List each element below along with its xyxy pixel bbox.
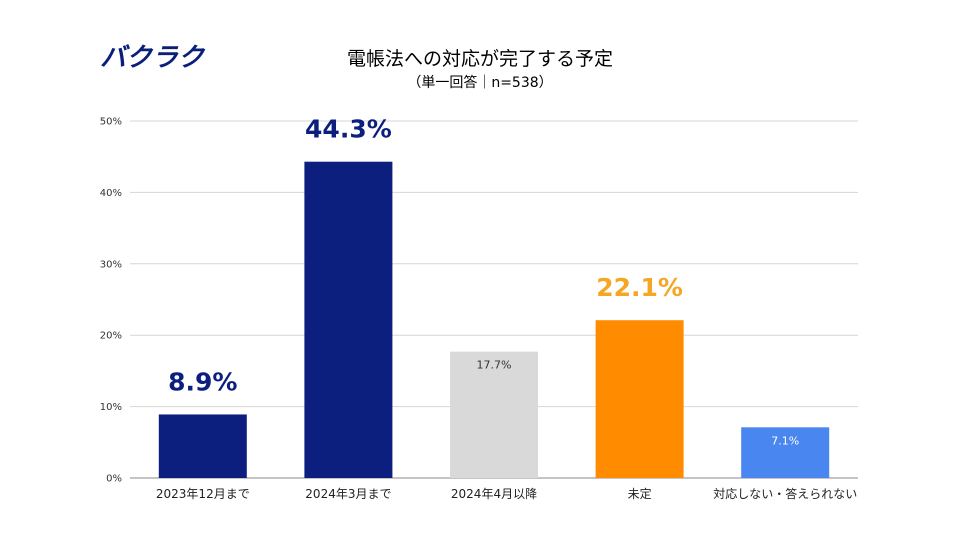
- y-tick-label: 0%: [106, 474, 122, 485]
- y-tick-label: 10%: [100, 402, 122, 413]
- data-label: 8.9%: [168, 367, 237, 396]
- x-tick-label: 対応しない・答えられない: [713, 486, 857, 501]
- bakuraku-logo: バクラク: [100, 43, 206, 70]
- y-tick-label: 40%: [100, 188, 122, 199]
- x-tick-label: 2024年3月まで: [305, 487, 391, 501]
- bar: [304, 161, 393, 478]
- data-label: 17.7%: [477, 359, 512, 372]
- bar: [450, 351, 538, 478]
- x-tick-label: 2023年12月まで: [156, 487, 250, 501]
- data-label: 44.3%: [305, 115, 392, 144]
- y-tick-label: 30%: [100, 259, 122, 270]
- chart-title: 電帳法への対応が完了する予定: [346, 48, 613, 70]
- logo-text: バクラク: [100, 43, 206, 70]
- y-tick-label: 20%: [100, 331, 122, 342]
- x-tick-label: 2024年4月以降: [451, 487, 537, 501]
- data-label: 7.1%: [771, 434, 799, 447]
- x-tick-label: 未定: [628, 486, 652, 501]
- bar: [158, 414, 247, 478]
- chart-subtitle: （単一回答｜n=538）: [407, 75, 553, 91]
- data-label: 22.1%: [596, 273, 683, 302]
- bar: [741, 427, 830, 478]
- y-tick-label: 50%: [100, 117, 122, 128]
- bar: [595, 320, 684, 478]
